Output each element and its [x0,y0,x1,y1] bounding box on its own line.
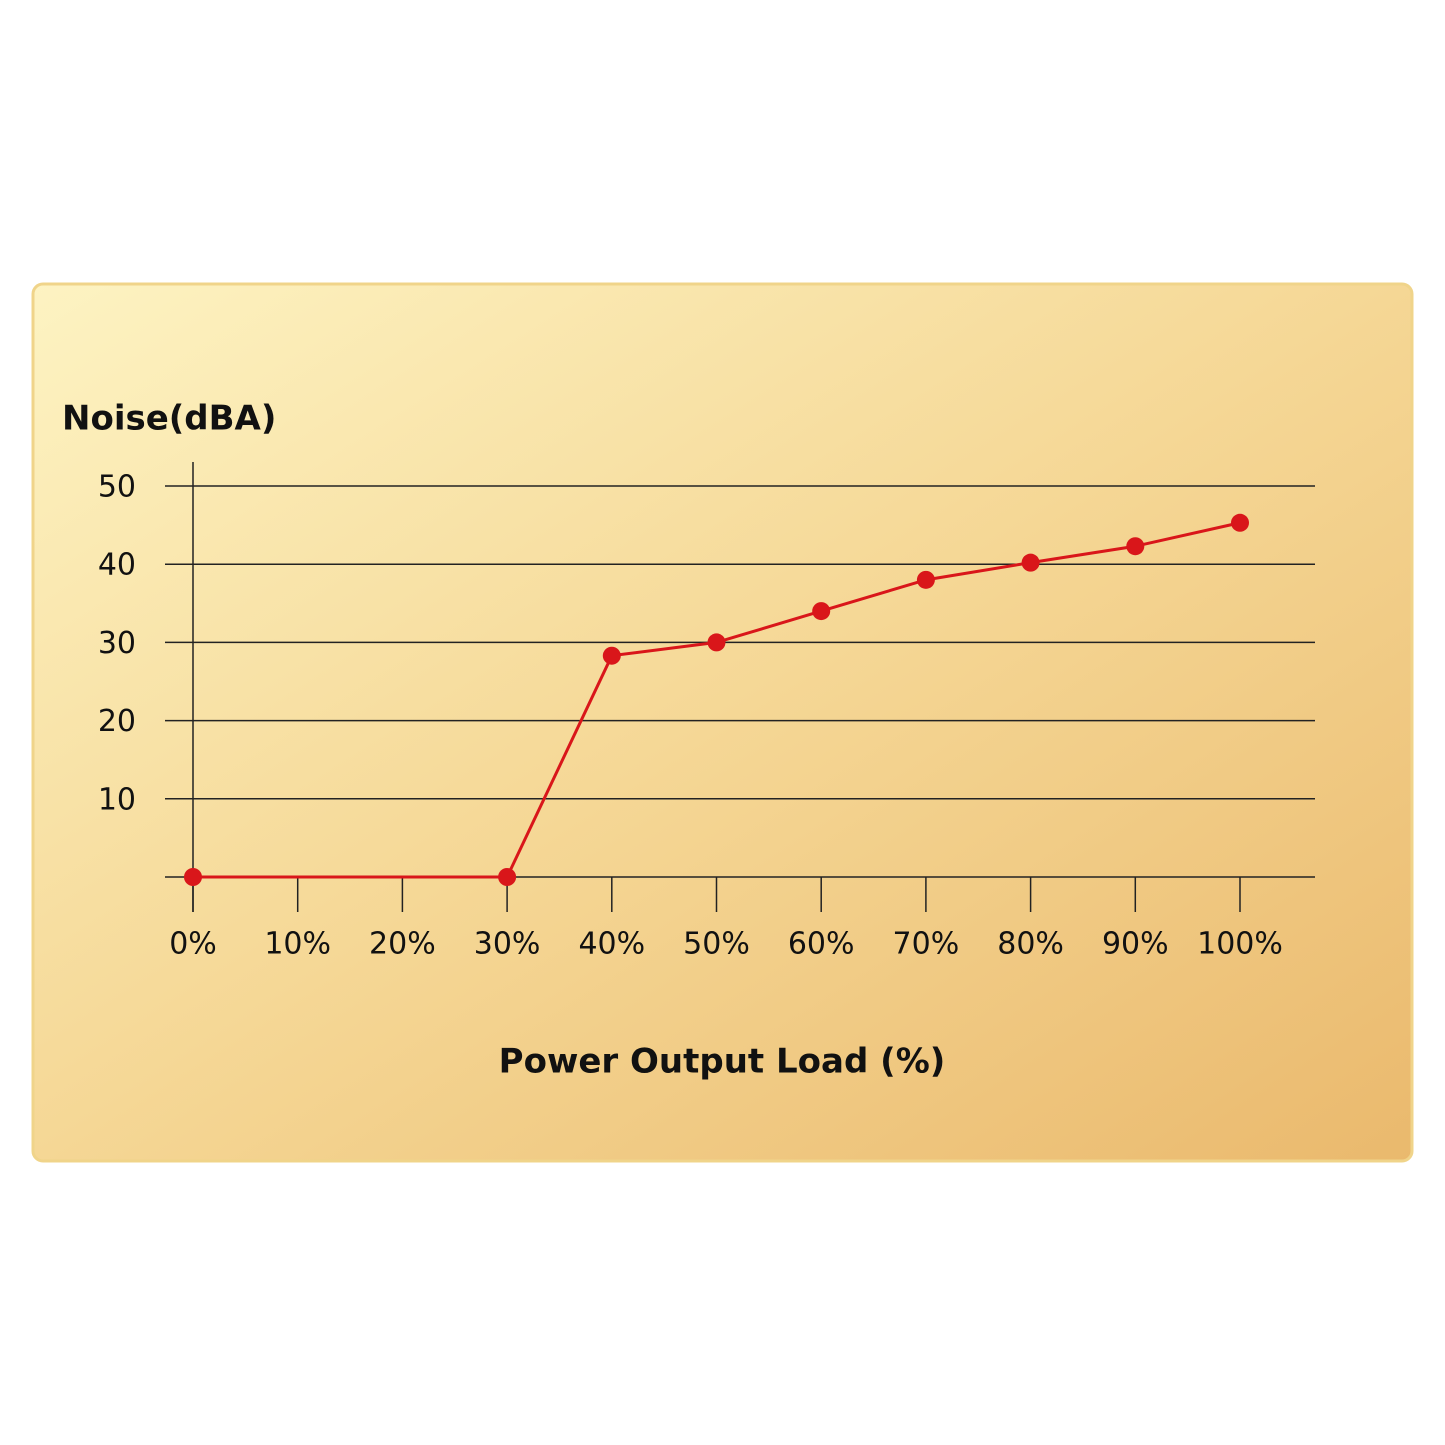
y-tick-label: 10 [98,782,136,817]
y-tick-label: 50 [98,470,136,505]
data-point [602,646,621,665]
x-tick-label: 80% [997,927,1064,962]
x-tick-label: 30% [474,927,541,962]
data-point [184,868,202,886]
data-point [498,868,517,886]
data-point [916,570,935,589]
x-tick-label: 100% [1197,927,1283,962]
x-axis-title: Power Output Load (%) [499,1042,946,1082]
x-tick-label: 70% [893,927,960,962]
x-tick-label: 20% [369,927,436,962]
data-point [1021,553,1040,572]
y-tick-label: 20 [98,704,136,739]
x-tick-label: 90% [1102,927,1169,962]
y-tick-label: 40 [98,548,136,583]
panel [31,282,1414,1163]
data-point [707,633,726,652]
y-axis-title: Noise(dBA) [62,399,276,439]
x-tick-label: 60% [788,927,855,962]
data-point [1126,537,1145,556]
data-point [812,602,831,621]
x-tick-label: 10% [264,927,331,962]
data-point [1231,513,1249,532]
x-tick-label: 40% [578,927,645,962]
y-tick-label: 30 [98,626,136,661]
x-tick-label: 0% [169,927,217,962]
x-tick-label: 50% [683,927,750,962]
